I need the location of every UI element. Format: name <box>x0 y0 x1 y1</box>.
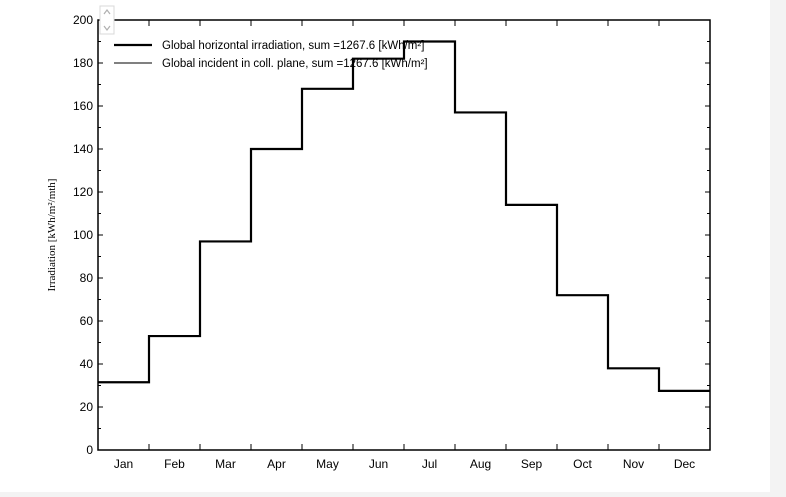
y-tick-label: 180 <box>73 56 93 70</box>
right-margin <box>770 0 786 492</box>
scroll-up-down-icon[interactable] <box>99 5 115 35</box>
x-tick-label: May <box>316 457 339 471</box>
y-tick-label: 0 <box>86 443 93 457</box>
y-axis-label: Irradiation [kWh/m²/mth] <box>46 179 58 292</box>
legend-label: Global horizontal irradiation, sum =1267… <box>162 40 424 52</box>
legend-label: Global incident in coll. plane, sum =126… <box>162 58 428 70</box>
x-tick-label: Nov <box>623 457 644 471</box>
x-tick-label: Jul <box>422 457 437 471</box>
y-tick-label: 140 <box>73 142 93 156</box>
x-tick-label: Jun <box>369 457 388 471</box>
y-tick-label: 160 <box>73 99 93 113</box>
x-tick-label: Aug <box>470 457 491 471</box>
y-tick-label: 100 <box>73 228 93 242</box>
x-tick-label: Oct <box>573 457 592 471</box>
y-tick-label: 40 <box>80 357 94 371</box>
x-tick-label: Apr <box>267 457 286 471</box>
y-tick-label: 20 <box>80 400 94 414</box>
y-tick-label: 60 <box>80 314 94 328</box>
x-tick-label: Mar <box>215 457 236 471</box>
y-tick-label: 80 <box>80 271 94 285</box>
x-tick-label: Dec <box>674 457 695 471</box>
x-tick-label: Feb <box>164 457 185 471</box>
y-tick-label: 120 <box>73 185 93 199</box>
x-tick-label: Jan <box>114 457 133 471</box>
x-tick-label: Sep <box>521 457 543 471</box>
y-tick-label: 200 <box>73 13 93 27</box>
plot-frame <box>97 19 711 451</box>
series-line-2 <box>98 41 710 392</box>
